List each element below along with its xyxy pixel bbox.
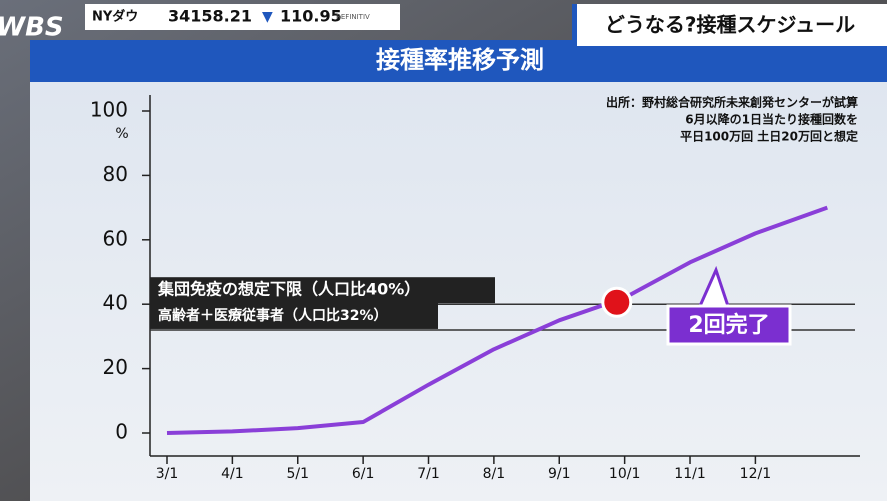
title-band bbox=[30, 40, 887, 82]
header-box bbox=[572, 4, 887, 46]
header-accent bbox=[572, 4, 577, 46]
y-tick-label: 80 bbox=[103, 162, 128, 186]
ticker-box bbox=[85, 4, 400, 30]
x-tick-label: 11/1 bbox=[674, 466, 705, 482]
ticker-provider: REFINITIV bbox=[336, 13, 370, 21]
x-tick-label: 12/1 bbox=[740, 466, 771, 482]
source-note: 6月以降の1日当たり接種回数を bbox=[685, 112, 858, 127]
x-tick-label: 8/1 bbox=[483, 466, 506, 482]
header-title: どうなる?接種スケジュール bbox=[605, 13, 855, 37]
y-tick-label: 0 bbox=[115, 420, 128, 444]
x-tick-label: 3/1 bbox=[156, 466, 179, 482]
reference-label-box bbox=[150, 277, 495, 304]
callout-box bbox=[666, 304, 792, 346]
milestone-marker bbox=[601, 286, 633, 318]
x-tick-label: 4/1 bbox=[221, 466, 244, 482]
ticker-direction: ▼ bbox=[262, 9, 273, 25]
source-note: 出所：野村総合研究所未来創発センターが試算 bbox=[606, 95, 858, 110]
x-tick-label: 6/1 bbox=[352, 466, 375, 482]
y-tick-label: 20 bbox=[103, 355, 128, 379]
chart-title: 接種率推移予測 bbox=[376, 46, 544, 74]
ticker-change: 110.95 bbox=[280, 7, 342, 26]
source-note: 平日100万回 土日20万回と想定 bbox=[680, 129, 858, 144]
y-tick-label: 40 bbox=[103, 291, 128, 315]
x-tick-label: 5/1 bbox=[286, 466, 309, 482]
y-tick-label: 60 bbox=[103, 226, 128, 250]
callout: 2回完了 bbox=[688, 312, 769, 338]
reference-label: 集団免疫の想定下限（人口比40%） bbox=[157, 280, 420, 299]
x-tick-label: 10/1 bbox=[609, 466, 640, 482]
data-line bbox=[166, 205, 828, 435]
y-tick-label: 100 bbox=[90, 98, 128, 122]
x-tick-label: 7/1 bbox=[417, 466, 440, 482]
logo: WBS bbox=[0, 13, 64, 43]
x-tick-label: 9/1 bbox=[548, 466, 571, 482]
reference-label: 高齢者＋医療従事者（人口比32%） bbox=[158, 307, 388, 324]
ticker-name: NYダウ bbox=[92, 9, 138, 25]
reference-label-box bbox=[150, 302, 438, 329]
y-unit: % bbox=[115, 126, 128, 142]
ticker-price: 34158.21 bbox=[168, 7, 252, 26]
